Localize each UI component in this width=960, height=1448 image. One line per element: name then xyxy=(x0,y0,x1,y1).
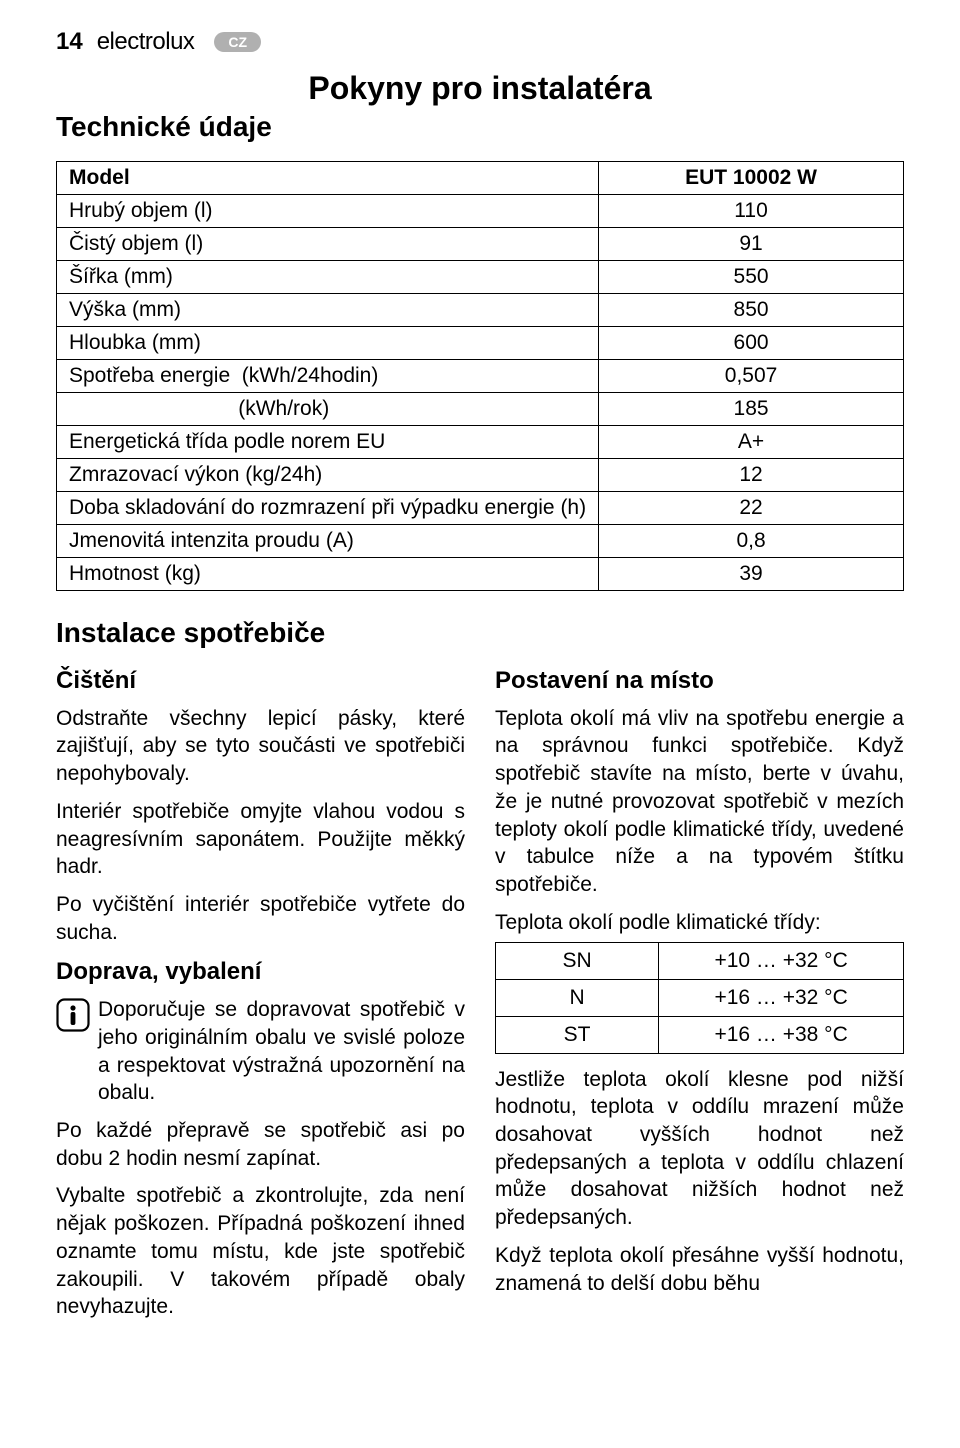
placement-p1: Teplota okolí má vliv na spotřebu energi… xyxy=(495,705,904,899)
climate-range: +10 … +32 °C xyxy=(659,943,904,980)
placement-heading: Postavení na místo xyxy=(495,665,904,697)
climate-range: +16 … +38 °C xyxy=(659,1016,904,1053)
table-row: ST+16 … +38 °C xyxy=(496,1016,904,1053)
climate-class: N xyxy=(496,980,659,1017)
spec-value: 0,507 xyxy=(599,360,904,393)
spec-value: 0,8 xyxy=(599,525,904,558)
main-title: Pokyny pro instalatéra xyxy=(56,70,904,107)
table-row: Šířka (mm)550 xyxy=(57,261,904,294)
spec-label: Zmrazovací výkon (kg/24h) xyxy=(57,459,599,492)
table-row: Energetická třída podle norem EUA+ xyxy=(57,426,904,459)
spec-label: Šířka (mm) xyxy=(57,261,599,294)
spec-header-value: EUT 10002 W xyxy=(599,162,904,195)
spec-value: A+ xyxy=(599,426,904,459)
spec-label: Výška (mm) xyxy=(57,294,599,327)
table-row: Jmenovitá intenzita proudu (A)0,8 xyxy=(57,525,904,558)
spec-label: Hmotnost (kg) xyxy=(57,558,599,591)
spec-value: 22 xyxy=(599,492,904,525)
table-row: Hrubý objem (l)110 xyxy=(57,195,904,228)
cleaning-p1: Odstraňte všechny lepicí pásky, které za… xyxy=(56,705,465,788)
climate-class: ST xyxy=(496,1016,659,1053)
install-heading: Instalace spotřebiče xyxy=(56,617,904,649)
spec-label: Energetická třída podle norem EU xyxy=(57,426,599,459)
spec-label: Spotřeba energie (kWh/24hodin) xyxy=(57,360,599,393)
transport-p1: Doporučuje se dopravovat spotřebič v jeh… xyxy=(98,996,465,1107)
table-row: N+16 … +32 °C xyxy=(496,980,904,1017)
table-row: Hloubka (mm)600 xyxy=(57,327,904,360)
spec-label: Hloubka (mm) xyxy=(57,327,599,360)
cleaning-p3: Po vyčištění interiér spotřebiče vytřete… xyxy=(56,891,465,946)
spec-label: Jmenovitá intenzita proudu (A) xyxy=(57,525,599,558)
placement-p3: Jestliže teplota okolí klesne pod nižší … xyxy=(495,1066,904,1232)
table-row: Zmrazovací výkon (kg/24h)12 xyxy=(57,459,904,492)
spec-label: Hrubý objem (l) xyxy=(57,195,599,228)
page-number: 14 xyxy=(56,28,83,56)
spec-value: 39 xyxy=(599,558,904,591)
climate-class: SN xyxy=(496,943,659,980)
spec-value: 600 xyxy=(599,327,904,360)
transport-heading: Doprava, vybalení xyxy=(56,956,465,988)
brand-name: electrolux xyxy=(97,28,195,56)
spec-value: 185 xyxy=(599,393,904,426)
spec-header-label: Model xyxy=(57,162,599,195)
table-row: Čistý objem (l)91 xyxy=(57,228,904,261)
table-row: Spotřeba energie (kWh/24hodin)0,507 xyxy=(57,360,904,393)
spec-value: 12 xyxy=(599,459,904,492)
spec-value: 91 xyxy=(599,228,904,261)
two-column-layout: Čištění Odstraňte všechny lepicí pásky, … xyxy=(56,665,904,1331)
climate-table: SN+10 … +32 °CN+16 … +32 °CST+16 … +38 °… xyxy=(495,942,904,1053)
spec-table: Model EUT 10002 W Hrubý objem (l)110Čist… xyxy=(56,161,904,591)
page-header: 14 electrolux CZ xyxy=(56,28,904,56)
cleaning-p2: Interiér spotřebiče omyjte vlahou vodou … xyxy=(56,798,465,881)
transport-p2: Po každé přepravě se spotřebič asi po do… xyxy=(56,1117,465,1172)
table-header-row: Model EUT 10002 W xyxy=(57,162,904,195)
right-column: Postavení na místo Teplota okolí má vliv… xyxy=(495,665,904,1331)
spec-label: Doba skladování do rozmrazení při výpadk… xyxy=(57,492,599,525)
cleaning-heading: Čištění xyxy=(56,665,465,697)
table-row: SN+10 … +32 °C xyxy=(496,943,904,980)
table-row: (kWh/rok)185 xyxy=(57,393,904,426)
info-icon xyxy=(56,998,90,1040)
placement-p4: Když teplota okolí přesáhne vyšší hodnot… xyxy=(495,1242,904,1297)
table-row: Výška (mm)850 xyxy=(57,294,904,327)
placement-p2: Teplota okolí podle klimatické třídy: xyxy=(495,909,904,937)
spec-value: 110 xyxy=(599,195,904,228)
spec-label: Čistý objem (l) xyxy=(57,228,599,261)
language-badge: CZ xyxy=(214,32,261,52)
table-row: Doba skladování do rozmrazení při výpadk… xyxy=(57,492,904,525)
sub-title: Technické údaje xyxy=(56,111,904,143)
spec-label: (kWh/rok) xyxy=(57,393,599,426)
info-paragraph: Doporučuje se dopravovat spotřebič v jeh… xyxy=(56,996,465,1117)
transport-p3: Vybalte spotřebič a zkontrolujte, zda ne… xyxy=(56,1182,465,1321)
spec-value: 550 xyxy=(599,261,904,294)
left-column: Čištění Odstraňte všechny lepicí pásky, … xyxy=(56,665,465,1331)
spec-value: 850 xyxy=(599,294,904,327)
table-row: Hmotnost (kg)39 xyxy=(57,558,904,591)
climate-range: +16 … +32 °C xyxy=(659,980,904,1017)
